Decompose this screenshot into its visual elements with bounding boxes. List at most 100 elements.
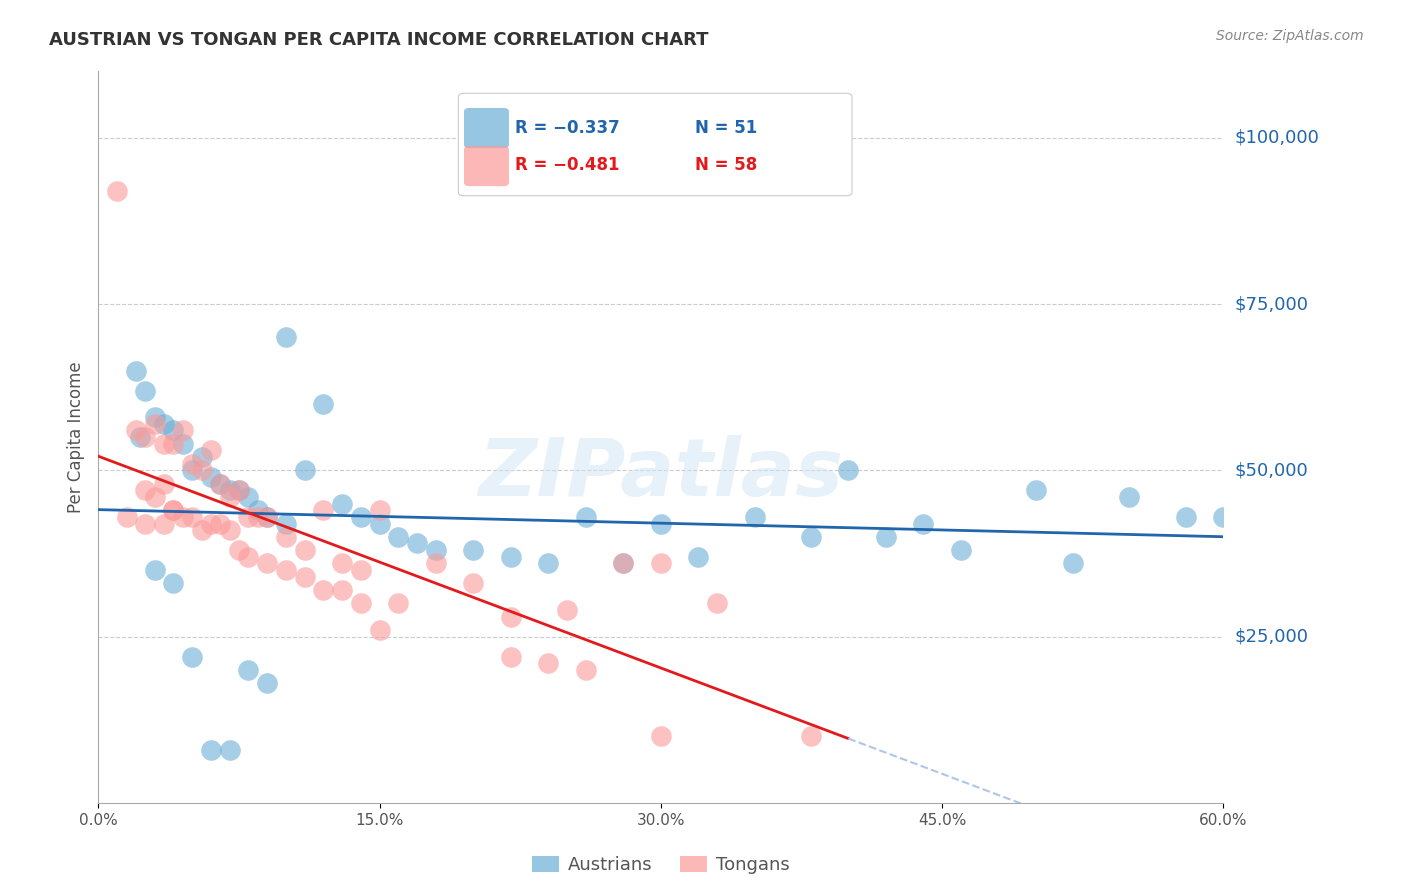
Text: R = −0.481: R = −0.481 [515, 156, 619, 174]
Point [143, 490, 166, 504]
Point [463, 543, 485, 558]
Point [181, 649, 204, 664]
Point [153, 436, 176, 450]
Point [228, 543, 250, 558]
Point [499, 609, 522, 624]
Point [218, 490, 240, 504]
Point [143, 417, 166, 431]
Point [949, 543, 972, 558]
Point [162, 576, 184, 591]
Point [406, 536, 429, 550]
Text: $75,000: $75,000 [1234, 295, 1309, 313]
Point [368, 516, 391, 531]
Legend: Austrians, Tongans: Austrians, Tongans [524, 849, 797, 881]
Point [463, 576, 485, 591]
Point [246, 503, 269, 517]
Point [200, 742, 222, 756]
Point [190, 463, 212, 477]
Text: $25,000: $25,000 [1234, 628, 1309, 646]
Point [650, 557, 672, 571]
Point [181, 457, 204, 471]
Point [330, 557, 353, 571]
Point [350, 509, 373, 524]
Point [200, 470, 222, 484]
Point [162, 503, 184, 517]
Point [209, 476, 232, 491]
Point [368, 623, 391, 637]
Point [228, 483, 250, 498]
Point [800, 530, 823, 544]
Point [153, 417, 176, 431]
Point [238, 549, 260, 564]
Point [800, 729, 823, 743]
Point [387, 596, 409, 610]
Y-axis label: Per Capita Income: Per Capita Income [66, 361, 84, 513]
Point [330, 582, 353, 597]
Text: ZIPatlas: ZIPatlas [478, 434, 844, 513]
Point [650, 516, 672, 531]
Point [274, 563, 297, 577]
Point [190, 450, 212, 464]
Point [612, 557, 634, 571]
Point [256, 676, 278, 690]
Point [172, 424, 194, 438]
Point [153, 476, 176, 491]
Point [218, 483, 240, 498]
Point [162, 503, 184, 517]
Text: AUSTRIAN VS TONGAN PER CAPITA INCOME CORRELATION CHART: AUSTRIAN VS TONGAN PER CAPITA INCOME COR… [49, 31, 709, 49]
Point [1212, 509, 1234, 524]
Point [387, 530, 409, 544]
Text: R = −0.337: R = −0.337 [515, 120, 620, 137]
Point [274, 530, 297, 544]
Point [294, 463, 316, 477]
FancyBboxPatch shape [464, 146, 509, 186]
Point [172, 436, 194, 450]
Point [294, 570, 316, 584]
Point [706, 596, 728, 610]
Point [134, 483, 156, 498]
Point [190, 523, 212, 537]
Point [209, 476, 232, 491]
Point [200, 443, 222, 458]
Point [499, 649, 522, 664]
Point [1025, 483, 1047, 498]
Point [128, 430, 150, 444]
Point [744, 509, 766, 524]
Point [575, 663, 598, 677]
Point [350, 563, 373, 577]
Text: $100,000: $100,000 [1234, 128, 1319, 147]
Point [312, 582, 335, 597]
Point [105, 184, 128, 198]
Point [537, 557, 560, 571]
Point [200, 516, 222, 531]
Text: N = 51: N = 51 [695, 120, 756, 137]
Point [134, 384, 156, 398]
Point [425, 557, 447, 571]
Point [209, 516, 232, 531]
Point [368, 503, 391, 517]
Point [181, 463, 204, 477]
Point [143, 410, 166, 425]
Point [246, 509, 269, 524]
Point [172, 509, 194, 524]
Point [181, 509, 204, 524]
Point [312, 503, 335, 517]
Point [125, 424, 148, 438]
Point [875, 530, 897, 544]
Point [1062, 557, 1084, 571]
Point [162, 436, 184, 450]
Point [837, 463, 859, 477]
Text: Source: ZipAtlas.com: Source: ZipAtlas.com [1216, 29, 1364, 43]
Point [115, 509, 138, 524]
Point [612, 557, 634, 571]
Point [134, 430, 156, 444]
Point [274, 330, 297, 344]
Point [294, 543, 316, 558]
Point [153, 516, 176, 531]
Point [425, 543, 447, 558]
Point [162, 424, 184, 438]
Point [688, 549, 710, 564]
Point [256, 509, 278, 524]
Point [350, 596, 373, 610]
Point [238, 490, 260, 504]
